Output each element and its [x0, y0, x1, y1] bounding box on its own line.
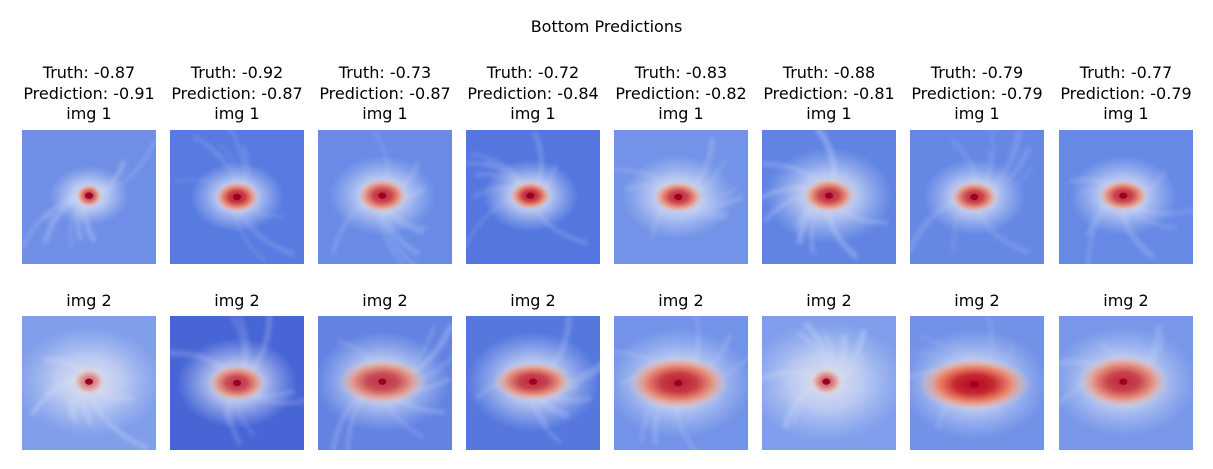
figure-title: Bottom Predictions	[530, 17, 683, 36]
img1-label: img 1	[214, 104, 260, 123]
panel-caption-top: Truth: -0.83 Prediction: -0.82 img 1	[601, 63, 761, 125]
truth-label: Truth: -0.79	[930, 63, 1024, 82]
img1-label: img 1	[1103, 104, 1149, 123]
prediction-label: Prediction: -0.91	[23, 83, 155, 103]
img2-label: img 2	[362, 291, 408, 310]
prediction-label: Prediction: -0.79	[911, 83, 1043, 103]
img1-label: img 1	[806, 104, 852, 123]
heatmap-image-2	[614, 316, 748, 450]
prediction-label: Prediction: -0.82	[615, 83, 747, 103]
panel-caption-top: Truth: -0.77 Prediction: -0.79 img 1	[1046, 63, 1206, 125]
heatmap-image-1	[170, 130, 304, 264]
img2-label: img 2	[510, 291, 556, 310]
panel-caption-top: Truth: -0.72 Prediction: -0.84 img 1	[453, 63, 613, 125]
heatmap-image-2	[910, 316, 1044, 450]
truth-label: Truth: -0.72	[486, 63, 580, 82]
prediction-label: Prediction: -0.81	[763, 83, 895, 103]
heatmap-image-1	[318, 130, 452, 264]
img1-label: img 1	[658, 104, 704, 123]
truth-label: Truth: -0.92	[190, 63, 284, 82]
truth-label: Truth: -0.77	[1079, 63, 1173, 82]
img2-label: img 2	[214, 291, 260, 310]
prediction-label: Prediction: -0.84	[467, 83, 599, 103]
img2-label: img 2	[806, 291, 852, 310]
truth-label: Truth: -0.73	[338, 63, 432, 82]
heatmap-image-2	[762, 316, 896, 450]
heatmap-image-2	[170, 316, 304, 450]
heatmap-image-2	[318, 316, 452, 450]
panel-caption-top: Truth: -0.88 Prediction: -0.81 img 1	[749, 63, 909, 125]
heatmap-image-2	[22, 316, 156, 450]
panel-caption-top: Truth: -0.73 Prediction: -0.87 img 1	[305, 63, 465, 125]
heatmap-image-2	[466, 316, 600, 450]
img2-label: img 2	[66, 291, 112, 310]
img1-label: img 1	[510, 104, 556, 123]
panel-caption-top: Truth: -0.87 Prediction: -0.91 img 1	[9, 63, 169, 125]
img1-label: img 1	[66, 104, 112, 123]
img2-label: img 2	[954, 291, 1000, 310]
img2-label: img 2	[658, 291, 704, 310]
img1-label: img 1	[362, 104, 408, 123]
truth-label: Truth: -0.87	[42, 63, 136, 82]
prediction-label: Prediction: -0.87	[319, 83, 451, 103]
prediction-label: Prediction: -0.79	[1060, 83, 1192, 103]
heatmap-image-1	[466, 130, 600, 264]
panel-caption-top: Truth: -0.79 Prediction: -0.79 img 1	[897, 63, 1057, 125]
panel-caption-top: Truth: -0.92 Prediction: -0.87 img 1	[157, 63, 317, 125]
prediction-label: Prediction: -0.87	[171, 83, 303, 103]
heatmap-image-1	[1059, 130, 1193, 264]
img1-label: img 1	[954, 104, 1000, 123]
heatmap-image-2	[1059, 316, 1193, 450]
truth-label: Truth: -0.83	[634, 63, 728, 82]
img2-label: img 2	[1103, 291, 1149, 310]
heatmap-image-1	[762, 130, 896, 264]
heatmap-image-1	[614, 130, 748, 264]
truth-label: Truth: -0.88	[782, 63, 876, 82]
heatmap-image-1	[22, 130, 156, 264]
heatmap-image-1	[910, 130, 1044, 264]
